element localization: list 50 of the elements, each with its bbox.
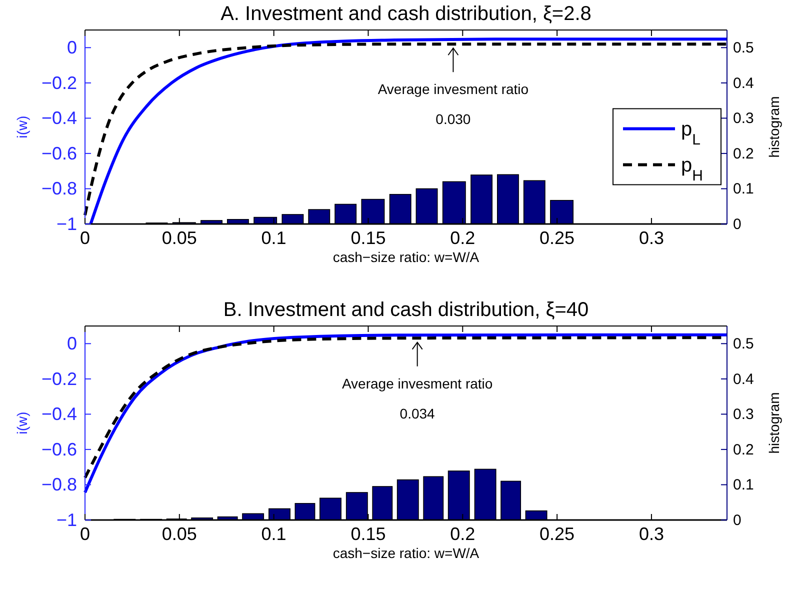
y2-tick-label: 0.2 [733,145,754,162]
x-axis-title: cash−size ratio: w=W/A [332,545,480,561]
y2-tick-label: 0.5 [733,336,754,353]
y2-tick-label: 0.5 [733,40,754,57]
y2-tick-label: 0.3 [733,406,754,424]
y2-tick-label: 0 [733,216,742,233]
y-tick-label: 0 [66,334,77,354]
y-tick-label: −0.6 [41,439,77,460]
x-tick-label: 0.2 [450,524,476,544]
x-tick-label: 0 [80,524,90,544]
y-tick-label: −0.8 [41,474,77,495]
y-tick-label: −0.4 [41,108,77,128]
x-tick-label: 0.1 [261,524,286,544]
x-tick-label: 0.15 [350,228,386,248]
x-tick-label: 0.25 [540,228,575,248]
y-tick-label: −0.6 [41,143,77,164]
annotation: Average invesment ratio 0.034 [342,375,493,422]
x-tick-label: 0.1 [261,228,286,248]
y-tick-label: −0.8 [41,178,77,199]
x-tick-label: 0 [80,228,90,248]
y-tick-label: −0.2 [41,368,77,389]
y-tick-label: −0.2 [41,72,77,93]
y2-axis-title: histogram [766,96,782,158]
y2-tick-label: 0.1 [733,476,754,494]
y-axis-title: i(w) [14,116,30,138]
legend-label: p$_{L}$ [681,118,700,148]
y2-tick-label: 0.2 [733,441,754,458]
y2-axis-title: histogram [766,392,782,454]
x-tick-label: 0.05 [162,524,197,544]
y-tick-label: −1 [56,510,77,530]
legend-label: p$_{H}$ [681,154,703,184]
y2-tick-label: 0.4 [733,370,754,388]
chart-title: A. Investment and cash distribution, ξ=2.8 [220,3,592,25]
x-tick-label: 0.3 [638,228,664,248]
x-tick-label: 0.25 [540,524,575,544]
y2-tick-label: 0.4 [733,74,754,92]
x-tick-label: 0.05 [162,228,197,248]
y2-tick-label: 0.3 [733,110,754,128]
y-tick-label: −1 [56,214,77,234]
y-tick-label: −0.4 [41,404,77,424]
x-axis-title: cash−size ratio: w=W/A [332,249,480,265]
x-tick-label: 0.15 [350,524,386,544]
y-axis-title: i(w) [14,412,30,434]
y-tick-label: 0 [66,38,77,58]
annotation: Average invesment ratio 0.030 [378,81,529,128]
y2-tick-label: 0 [733,512,742,529]
chart-title: B. Investment and cash distribution, ξ=40 [223,299,589,321]
y2-tick-label: 0.1 [733,180,754,198]
x-tick-label: 0.3 [638,524,664,544]
x-tick-label: 0.2 [450,228,476,248]
